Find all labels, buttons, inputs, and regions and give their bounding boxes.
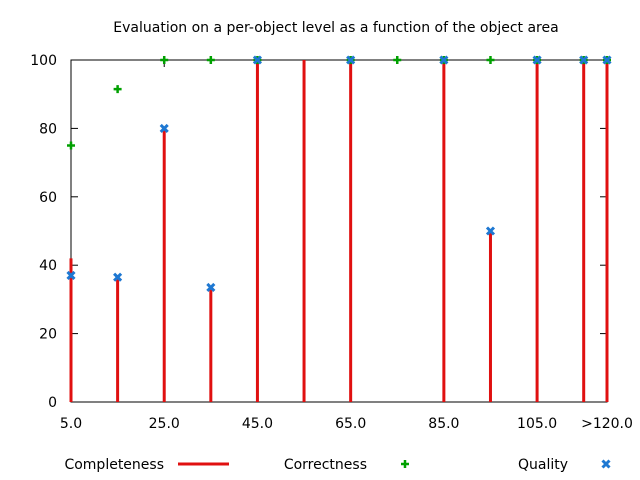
y-tick-label: 40 <box>39 258 57 274</box>
x-tick-label: >120.0 <box>581 416 633 432</box>
quality-point <box>159 123 169 133</box>
correctness-point <box>206 56 215 64</box>
quality-point <box>206 282 216 292</box>
x-tick-label: 105.0 <box>517 416 557 432</box>
y-tick-label: 100 <box>30 53 57 69</box>
correctness-series <box>67 56 611 150</box>
correctness-point <box>113 85 122 94</box>
x-tick-label: 85.0 <box>428 416 459 432</box>
x-tick-label: 45.0 <box>242 416 273 432</box>
legend-swatch-correctness <box>401 460 409 468</box>
quality-point <box>113 272 123 282</box>
y-tick-label: 80 <box>39 121 57 137</box>
quality-point <box>485 226 496 236</box>
plot-frame <box>70 59 608 403</box>
x-tick-label: 5.0 <box>60 416 82 432</box>
quality-point <box>346 55 356 65</box>
legend-label-correctness: Correctness <box>284 457 367 473</box>
x-tick-label: 25.0 <box>149 416 180 432</box>
y-tick-label: 20 <box>39 327 57 343</box>
quality-point <box>66 270 76 281</box>
legend-label-completeness: Completeness <box>64 457 164 473</box>
y-tick-label: 0 <box>48 395 57 411</box>
correctness-point <box>393 56 402 64</box>
chart-title: Evaluation on a per-object level as a fu… <box>113 20 558 36</box>
legend-swatch-quality <box>601 459 611 469</box>
x-tick-label: 65.0 <box>335 416 366 432</box>
quality-point <box>439 55 449 65</box>
y-tick-label: 60 <box>39 190 57 206</box>
y-axis: 0 20 40 60 80 100 <box>30 53 607 411</box>
quality-series <box>66 55 612 292</box>
quality-point <box>252 55 262 65</box>
quality-point <box>579 55 589 65</box>
legend: Completeness Correctness Quality <box>64 457 611 473</box>
correctness-point <box>67 141 75 150</box>
correctness-point <box>486 56 495 64</box>
x-axis: 5.0 25.0 45.0 65.0 85.0 105.0 >120.0 <box>60 60 633 432</box>
completeness-series <box>69 60 609 402</box>
quality-point <box>602 55 612 65</box>
quality-point <box>532 55 542 65</box>
legend-label-quality: Quality <box>518 457 568 473</box>
correctness-point <box>160 56 169 64</box>
